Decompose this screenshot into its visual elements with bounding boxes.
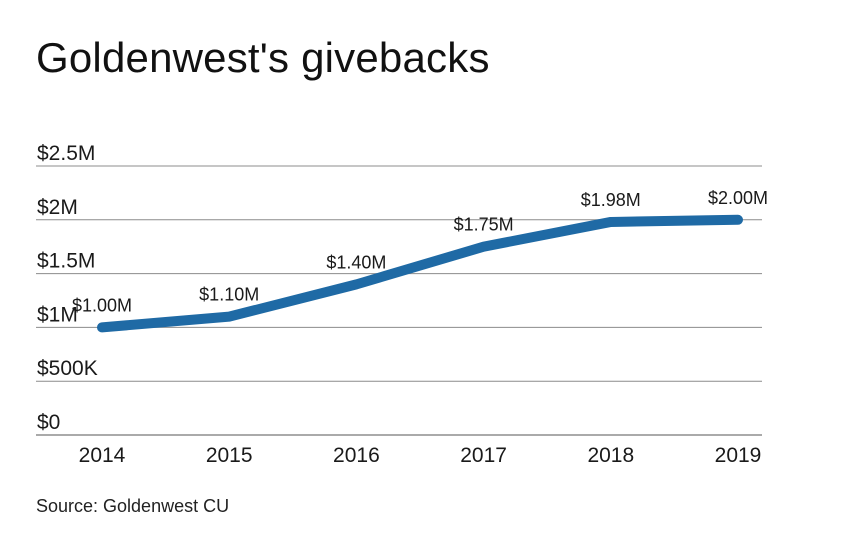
- x-tick-label: 2014: [79, 444, 126, 467]
- y-tick-label: $500K: [37, 357, 98, 380]
- data-label: $1.10M: [199, 285, 259, 305]
- data-label: $1.40M: [326, 252, 386, 272]
- x-axis-tick-labels: 2014 2015 2016 2017 2018 2019: [79, 444, 762, 467]
- data-label: $1.00M: [72, 295, 132, 315]
- series-line: [97, 214, 743, 333]
- data-label: $2.00M: [708, 188, 768, 208]
- y-axis-tick-labels: $0 $500K $1M $1.5M $2M $2.5M: [37, 142, 98, 434]
- x-tick-label: 2018: [587, 444, 634, 467]
- series-line-layer: [97, 214, 743, 333]
- x-tick-label: 2019: [715, 444, 762, 467]
- x-tick-label: 2016: [333, 444, 380, 467]
- x-tick-label: 2017: [460, 444, 507, 467]
- y-tick-label: $1M: [37, 303, 78, 326]
- y-tick-label: $2M: [37, 196, 78, 219]
- x-tick-label: 2015: [206, 444, 253, 467]
- source-note: Source: Goldenwest CU: [36, 496, 230, 516]
- data-label: $1.98M: [581, 190, 641, 210]
- y-tick-label: $0: [37, 411, 60, 434]
- grid-lines: [36, 165, 762, 436]
- y-tick-label: $2.5M: [37, 142, 95, 165]
- data-label: $1.75M: [454, 215, 514, 235]
- y-tick-label: $1.5M: [37, 250, 95, 273]
- chart-title: Goldenwest's givebacks: [36, 34, 490, 81]
- data-labels: $1.00M $1.10M $1.40M $1.75M $1.98M $2.00M: [72, 188, 768, 316]
